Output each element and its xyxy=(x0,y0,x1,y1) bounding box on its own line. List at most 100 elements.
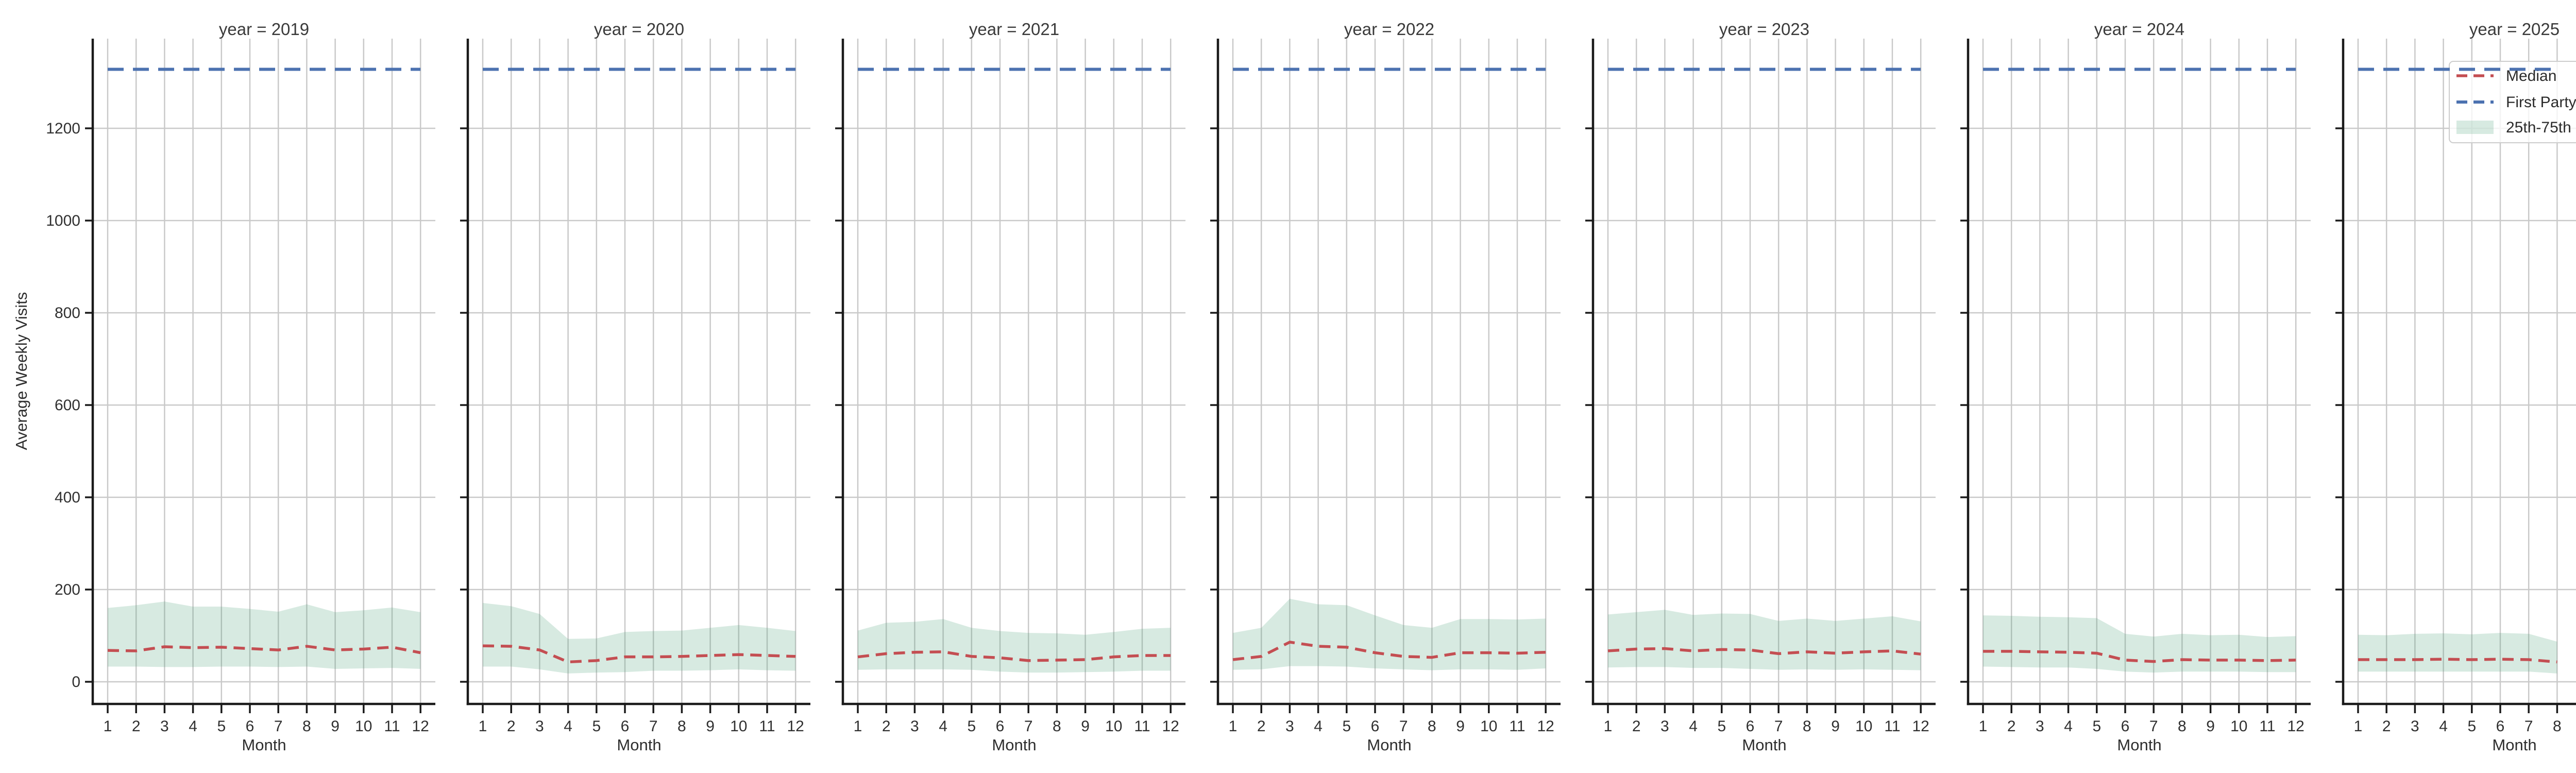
facet-title: year = 2019 xyxy=(219,20,309,39)
facet-title: year = 2022 xyxy=(1344,20,1434,39)
median-line xyxy=(107,645,421,654)
median-line xyxy=(2358,658,2557,664)
x-tick-label: 12 xyxy=(1537,718,1554,735)
facet-title: year = 2025 xyxy=(2469,20,2560,39)
x-tick-label: 8 xyxy=(2178,718,2187,735)
x-tick-label: 8 xyxy=(1803,718,1811,735)
x-tick-label: 6 xyxy=(2121,718,2130,735)
x-tick-label: 1 xyxy=(854,718,862,735)
x-tick-label: 6 xyxy=(621,718,630,735)
x-tick-label: 7 xyxy=(1399,718,1408,735)
x-tick-label: 2 xyxy=(1257,718,1266,735)
percentile-band xyxy=(108,601,421,669)
x-tick-label: 8 xyxy=(1053,718,1061,735)
x-axis-label: Month xyxy=(242,736,286,754)
x-tick-label: 1 xyxy=(1979,718,1988,735)
x-tick-label: 7 xyxy=(2524,718,2533,735)
legend-box xyxy=(2449,61,2576,143)
x-tick-label: 10 xyxy=(1105,718,1122,735)
x-tick-label: 9 xyxy=(1456,718,1465,735)
x-tick-label: 10 xyxy=(730,718,747,735)
x-tick-label: 10 xyxy=(2230,718,2247,735)
median-line xyxy=(482,644,796,664)
y-axis-label: Average Weekly Visits xyxy=(12,292,30,450)
x-axis-label: Month xyxy=(2492,736,2536,754)
y-tick-label: 400 xyxy=(55,489,80,506)
x-axis-label: Month xyxy=(992,736,1036,754)
x-tick-label: 8 xyxy=(1428,718,1436,735)
x-tick-label: 4 xyxy=(564,718,572,735)
x-tick-label: 12 xyxy=(1162,718,1179,735)
x-tick-label: 3 xyxy=(1285,718,1294,735)
y-tick-label: 1200 xyxy=(46,120,80,137)
x-tick-label: 2 xyxy=(507,718,516,735)
x-tick-label: 9 xyxy=(706,718,715,735)
x-tick-label: 9 xyxy=(331,718,340,735)
x-tick-label: 1 xyxy=(1604,718,1613,735)
x-tick-label: 1 xyxy=(2354,718,2363,735)
x-tick-label: 4 xyxy=(2064,718,2073,735)
x-tick-label: 3 xyxy=(2036,718,2044,735)
facet-title: year = 2021 xyxy=(969,20,1059,39)
x-axis-label: Month xyxy=(2117,736,2161,754)
x-tick-label: 5 xyxy=(1717,718,1726,735)
x-tick-label: 10 xyxy=(355,718,372,735)
median-line xyxy=(857,650,1171,662)
percentile-band xyxy=(483,602,796,674)
x-tick-label: 10 xyxy=(1855,718,1872,735)
x-tick-label: 8 xyxy=(302,718,311,735)
y-tick-label: 600 xyxy=(55,397,80,414)
x-tick-label: 6 xyxy=(996,718,1005,735)
median-line xyxy=(1983,650,2296,663)
x-tick-label: 6 xyxy=(246,718,255,735)
x-tick-label: 4 xyxy=(1314,718,1323,735)
x-tick-label: 11 xyxy=(759,718,775,735)
x-tick-label: 1 xyxy=(104,718,112,735)
x-tick-label: 10 xyxy=(1480,718,1497,735)
x-tick-label: 5 xyxy=(1342,718,1351,735)
x-tick-label: 2 xyxy=(132,718,141,735)
x-tick-label: 12 xyxy=(787,718,804,735)
x-tick-label: 7 xyxy=(1024,718,1033,735)
x-axis-label: Month xyxy=(1367,736,1411,754)
legend-handle-patch xyxy=(2456,121,2494,134)
percentile-band xyxy=(858,619,1171,673)
x-tick-label: 12 xyxy=(2287,718,2304,735)
x-axis-label: Month xyxy=(1742,736,1786,754)
x-tick-label: 2 xyxy=(2382,718,2391,735)
x-tick-label: 7 xyxy=(649,718,658,735)
x-tick-label: 6 xyxy=(1371,718,1380,735)
x-tick-label: 1 xyxy=(479,718,487,735)
percentile-band xyxy=(1233,598,1546,670)
x-tick-label: 5 xyxy=(2092,718,2101,735)
x-tick-label: 5 xyxy=(592,718,601,735)
x-tick-label: 3 xyxy=(535,718,544,735)
x-tick-label: 11 xyxy=(1884,718,1900,735)
y-tick-label: 800 xyxy=(55,305,80,322)
y-tick-label: 1000 xyxy=(46,212,80,229)
x-tick-label: 7 xyxy=(274,718,283,735)
x-tick-label: 3 xyxy=(2411,718,2419,735)
x-tick-label: 3 xyxy=(160,718,169,735)
median-line xyxy=(1232,641,1546,661)
percentile-band xyxy=(1608,610,1921,670)
x-tick-label: 3 xyxy=(1660,718,1669,735)
y-tick-label: 200 xyxy=(55,581,80,598)
x-tick-label: 4 xyxy=(939,718,947,735)
x-tick-label: 9 xyxy=(1081,718,1090,735)
x-tick-label: 11 xyxy=(1134,718,1150,735)
percentile-band xyxy=(2358,633,2557,674)
x-tick-label: 8 xyxy=(2553,718,2562,735)
x-tick-label: 8 xyxy=(677,718,686,735)
x-tick-label: 1 xyxy=(1229,718,1238,735)
x-tick-label: 4 xyxy=(2439,718,2448,735)
